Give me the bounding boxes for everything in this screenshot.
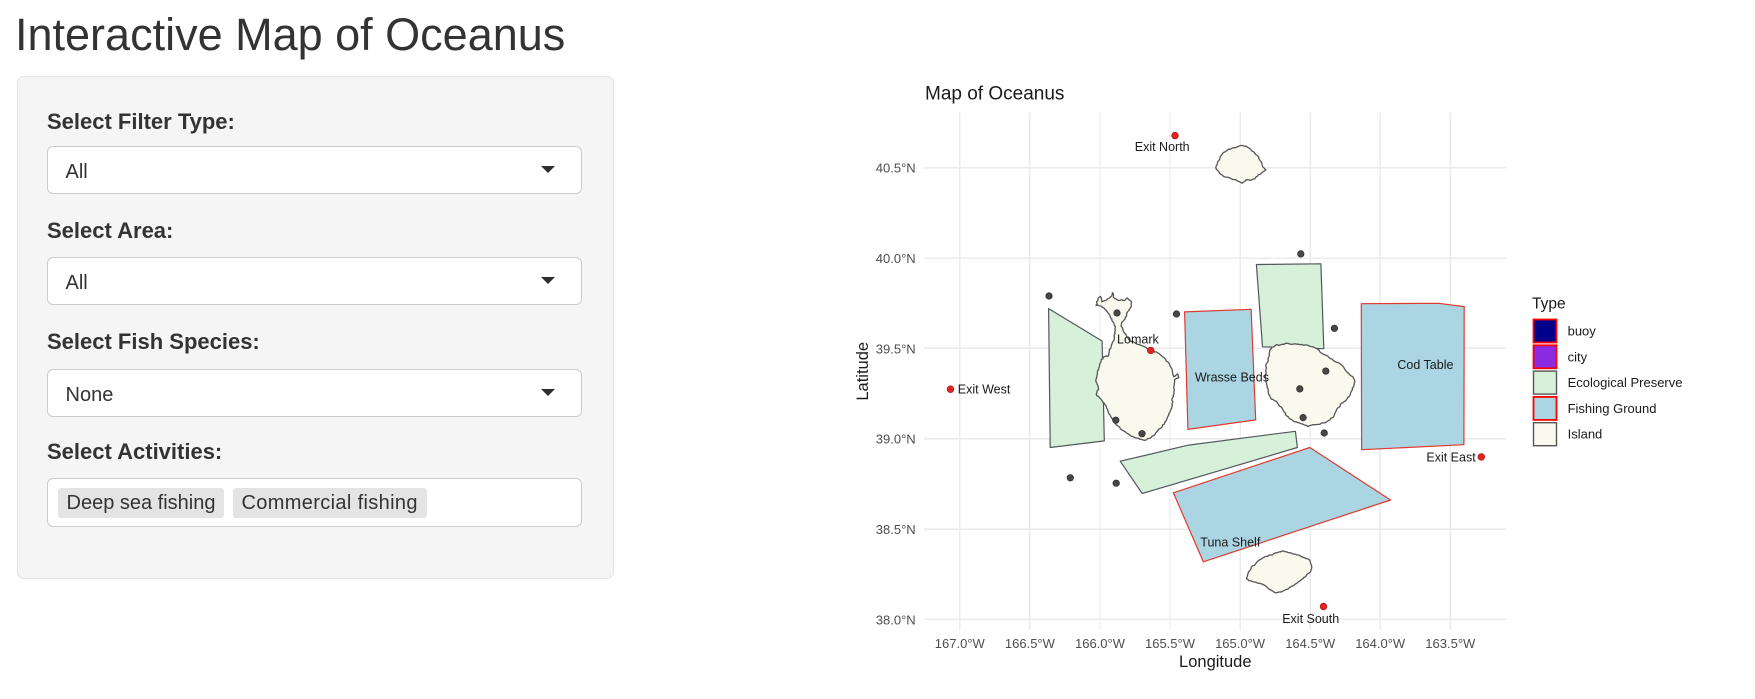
svg-text:buoy: buoy (1568, 324, 1597, 339)
svg-text:Exit East: Exit East (1426, 450, 1476, 464)
svg-text:Tuna Shelf: Tuna Shelf (1200, 535, 1261, 549)
svg-text:Map of Oceanus: Map of Oceanus (925, 84, 1064, 105)
svg-text:39.0°N: 39.0°N (876, 432, 916, 447)
svg-text:40.0°N: 40.0°N (876, 251, 916, 266)
svg-text:38.0°N: 38.0°N (876, 612, 916, 627)
svg-text:Island: Island (1568, 427, 1603, 442)
svg-text:165.5°W: 165.5°W (1145, 636, 1196, 651)
svg-text:166.0°W: 166.0°W (1075, 636, 1126, 651)
svg-text:Exit South: Exit South (1282, 612, 1339, 626)
svg-text:Wrasse Beds: Wrasse Beds (1195, 371, 1269, 385)
svg-text:Type: Type (1532, 296, 1566, 313)
svg-text:164.5°W: 164.5°W (1285, 636, 1336, 651)
svg-text:167.0°W: 167.0°W (935, 636, 986, 651)
svg-text:38.5°N: 38.5°N (876, 522, 916, 537)
svg-text:Cod Table: Cod Table (1397, 358, 1453, 372)
svg-text:Lomark: Lomark (1117, 333, 1159, 347)
svg-text:Longitude: Longitude (1179, 653, 1252, 671)
svg-text:city: city (1568, 349, 1588, 364)
svg-text:164.0°W: 164.0°W (1355, 636, 1406, 651)
svg-text:166.5°W: 166.5°W (1005, 636, 1056, 651)
svg-text:Fishing Ground: Fishing Ground (1568, 401, 1657, 416)
svg-text:163.5°W: 163.5°W (1425, 636, 1476, 651)
svg-text:165.0°W: 165.0°W (1215, 636, 1266, 651)
svg-text:40.5°N: 40.5°N (876, 161, 916, 176)
svg-text:Ecological Preserve: Ecological Preserve (1568, 375, 1683, 390)
svg-text:Exit North: Exit North (1135, 140, 1190, 154)
svg-text:Exit West: Exit West (958, 382, 1011, 396)
svg-text:39.5°N: 39.5°N (876, 341, 916, 356)
svg-text:Latitude: Latitude (854, 342, 872, 401)
